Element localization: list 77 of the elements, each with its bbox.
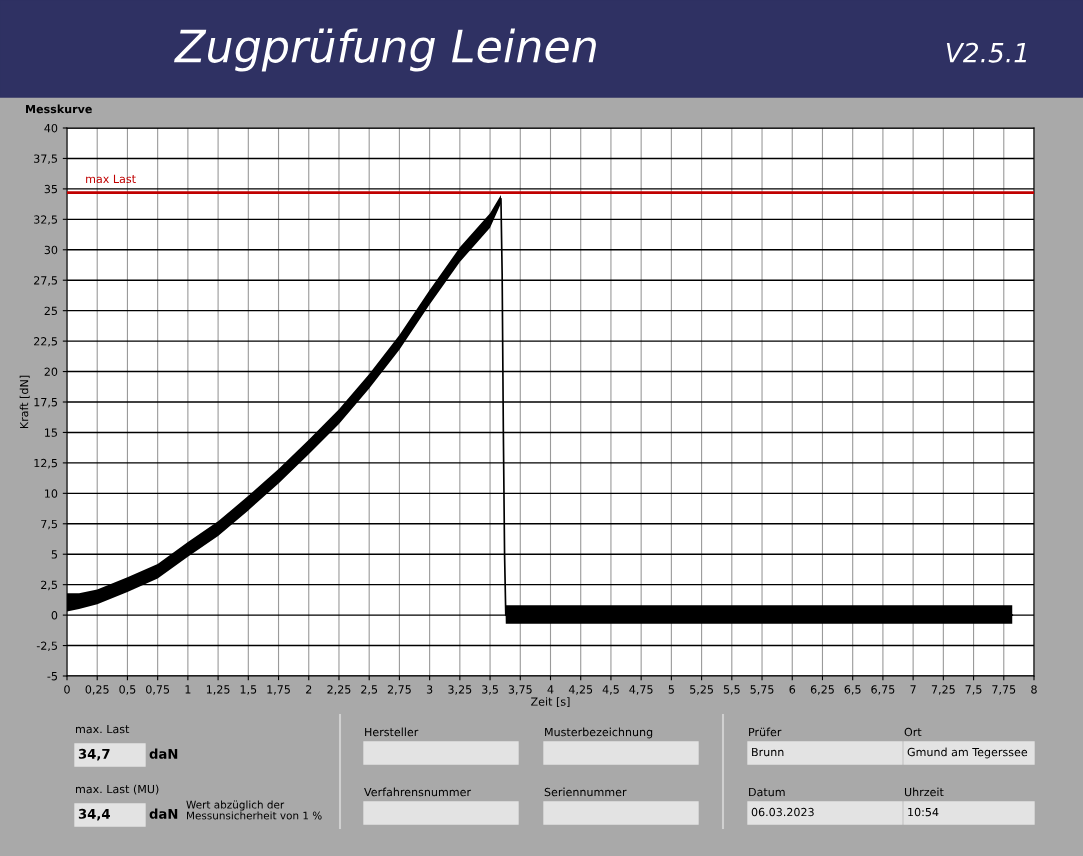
chart-title: Messkurve [26, 104, 92, 114]
y-tick-label: 30 [44, 245, 58, 255]
x-tick-label: 5,75 [750, 685, 774, 695]
x-tick-label: 3,25 [448, 685, 472, 695]
x-tick-label: 3 [426, 685, 433, 694]
text: 34,4 [78, 808, 110, 821]
x-tick-label: 7 [910, 685, 916, 694]
y-tick-label: 0 [51, 611, 58, 620]
y-tick-label: 22,5 [34, 337, 57, 347]
x-tick-label: 4,75 [629, 685, 653, 695]
x-tick-label: 6,25 [810, 685, 834, 695]
text: daN [149, 808, 178, 819]
x-tick-label: 8 [1031, 685, 1037, 694]
text: Verfahrensnummer [364, 787, 472, 797]
text: Gmund am Tegerssee [907, 747, 1028, 759]
y-tick-label: 35 [44, 184, 57, 194]
x-tick-label: 5 [668, 685, 674, 694]
text: Prüfer [749, 727, 782, 737]
y-tick-label: 12,5 [34, 458, 57, 469]
x-tick-label: 4,25 [568, 685, 593, 695]
x-tick-label: 7,5 [965, 685, 982, 695]
text: Seriennummer [544, 787, 627, 797]
y-tick-label: 5 [51, 550, 57, 559]
text: Brunn [752, 747, 784, 757]
y-tick-label: 17,5 [34, 398, 57, 408]
x-tick-label: 1,25 [206, 685, 230, 695]
text: daN [149, 748, 178, 759]
x-tick-label: 0 [64, 685, 70, 694]
x-tick-label: 2,75 [387, 685, 411, 695]
x-tick-label: 2,25 [327, 685, 351, 695]
text: Uhrzeit [904, 787, 944, 797]
x-tick-label: 1,5 [240, 685, 257, 695]
text: 34,7 [78, 748, 110, 761]
text: Zugprüfung Leinen [174, 28, 596, 72]
y-tick-label: 15 [45, 428, 57, 437]
y-tick-label: 10 [45, 489, 58, 498]
x-tick-label: 2,5 [361, 685, 378, 695]
x-tick-label: 6,5 [844, 685, 861, 695]
x-tick-label: 1,75 [267, 685, 290, 695]
x-tick-label: 6,75 [871, 685, 895, 695]
y-tick-label: 40 [44, 123, 58, 133]
x-tick-label: 5,25 [690, 685, 713, 695]
x-tick-label: 0,75 [146, 685, 170, 695]
x-axis-title: Zeit [s] [531, 697, 570, 708]
text: Wert abzüglich der Messunsicherheit von 1 % [186, 800, 322, 820]
x-tick-label: 6 [789, 685, 796, 694]
text: 10:54 [908, 807, 939, 817]
text: Datum [749, 787, 785, 797]
y-axis-title: Kraft [dN] [19, 375, 30, 429]
y-tick-label: 25 [44, 306, 57, 316]
y-tick-label: 20 [44, 367, 58, 376]
x-tick-label: 3,75 [508, 685, 532, 695]
y-tick-label: -5 [47, 672, 57, 681]
x-tick-label: 4,5 [602, 685, 619, 695]
text: Ort [904, 727, 922, 737]
text: 06.03.2023 [751, 807, 814, 817]
text: Musterbezeichnung [545, 727, 653, 739]
x-tick-label: 4 [547, 685, 554, 694]
y-tick-label: 7,5 [41, 519, 57, 530]
y-tick-label: 37,5 [34, 154, 57, 164]
x-tick-label: 3,5 [482, 685, 498, 695]
y-tick-label: 27,5 [34, 276, 57, 286]
x-tick-label: 1 [185, 685, 191, 694]
text: max. Last (MU) [76, 784, 159, 795]
x-tick-label: 5,5 [723, 685, 740, 695]
x-tick-label: 7,75 [992, 685, 1016, 695]
x-tick-label: 2 [306, 685, 312, 694]
ref-line-label: max Last [86, 174, 136, 184]
y-tick-label: -2,5 [36, 641, 57, 652]
text: max. Last [76, 724, 130, 734]
x-tick-label: 7,25 [931, 685, 955, 695]
text: V2.5.1 [946, 42, 1027, 63]
text: Hersteller [365, 727, 419, 737]
x-tick-label: 0,25 [85, 685, 109, 695]
y-tick-label: 32,5 [34, 215, 57, 225]
y-tick-label: 2,5 [41, 580, 57, 591]
x-tick-label: 0,5 [119, 685, 136, 695]
